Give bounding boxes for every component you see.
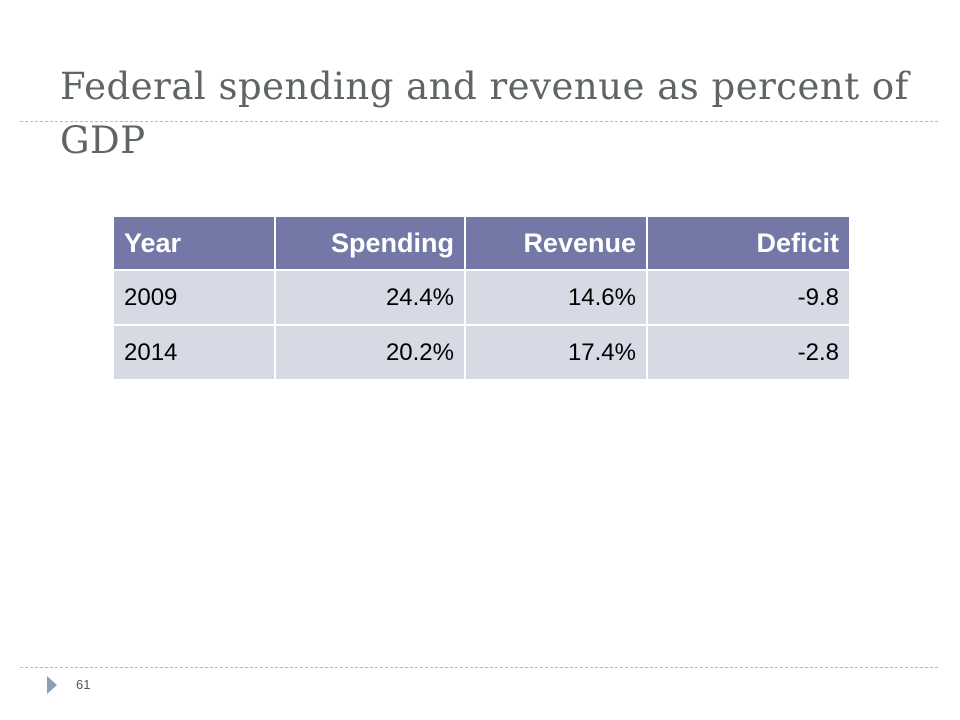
header-spending: Spending xyxy=(275,217,466,271)
footer-divider xyxy=(20,667,938,668)
cell-revenue: 17.4% xyxy=(465,325,648,381)
slide-title: Federal spending and revenue as percent … xyxy=(60,65,909,162)
cell-revenue: 14.6% xyxy=(465,270,648,326)
cell-deficit: -9.8 xyxy=(647,270,849,326)
table-row: 2014 20.2% 17.4% -2.8 xyxy=(114,325,849,381)
cell-deficit: -2.8 xyxy=(647,325,849,381)
cell-year: 2009 xyxy=(114,270,276,326)
table-row: 2009 24.4% 14.6% -9.8 xyxy=(114,270,849,326)
cell-spending: 24.4% xyxy=(275,270,466,326)
header-deficit: Deficit xyxy=(647,217,849,271)
table-header-row: Year Spending Revenue Deficit xyxy=(114,217,849,271)
triangle-right-icon xyxy=(47,676,57,694)
header-revenue: Revenue xyxy=(465,217,648,271)
cell-spending: 20.2% xyxy=(275,325,466,381)
data-table: Year Spending Revenue Deficit 2009 24.4%… xyxy=(114,217,849,381)
page-number: 61 xyxy=(76,677,91,692)
cell-year: 2014 xyxy=(114,325,276,381)
title-divider xyxy=(20,121,938,122)
header-year: Year xyxy=(114,217,276,271)
